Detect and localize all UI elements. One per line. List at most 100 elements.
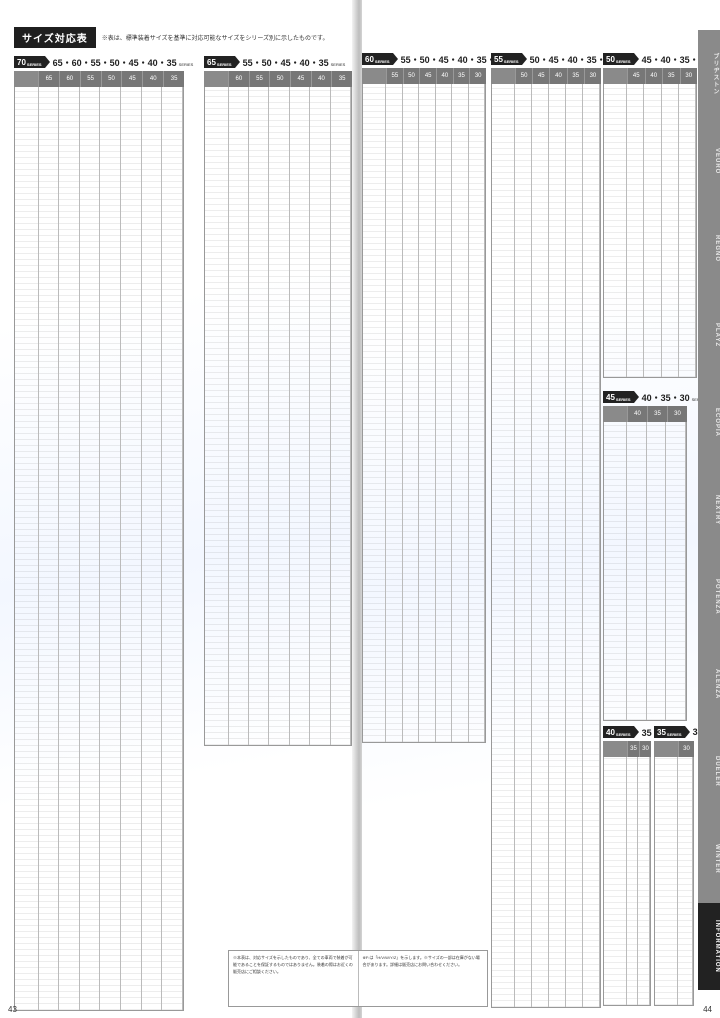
- column-header-cell: 55: [386, 68, 403, 84]
- column-header: 40 35 30: [603, 406, 687, 422]
- side-tab[interactable]: WINTER: [714, 844, 720, 874]
- series-70-table: 70 SERIES 65・60・55・50・45・40・35 SERIES 65 60 55…: [14, 55, 193, 1011]
- side-tab[interactable]: ブリヂストン: [712, 52, 718, 95]
- column-header-size: [14, 71, 38, 87]
- side-tab[interactable]: POTENZA: [714, 579, 720, 616]
- arrow-icon: [521, 53, 527, 65]
- column-header-size: [603, 741, 627, 757]
- column-header-cell: 35: [627, 741, 639, 757]
- arrow-icon: [633, 726, 639, 738]
- column-header-cell: 35: [331, 71, 352, 87]
- column-header-cell: 35: [163, 71, 184, 87]
- column-header-cell: 50: [402, 68, 420, 84]
- page-header: サイズ対応表 ※表は、標準装着サイズを基準に対応可能なサイズをシリーズ別に示した…: [14, 27, 328, 48]
- series-badge: 70 SERIES: [14, 56, 45, 68]
- side-tab[interactable]: ALENZA: [714, 669, 720, 700]
- column-header-size: [603, 406, 627, 422]
- column-header-cell: 65: [38, 71, 59, 87]
- size-rows: [14, 87, 184, 1011]
- column-header: 50 45 40 35 30: [491, 68, 601, 84]
- column-header: 30: [654, 741, 694, 757]
- right-page: 60SERIES55・50・45・40・35・30SERIES555045403…: [362, 0, 720, 1018]
- column-header-cell: 30: [667, 406, 687, 422]
- column-header-cell: 60: [228, 71, 249, 87]
- column-header-size: [603, 68, 627, 84]
- side-index-tabs: ブリヂストン VEURO REGNO PLAYZ ECOPIA NEXTRY POTENZA…: [698, 30, 720, 990]
- column-header: 35 30: [603, 741, 651, 757]
- side-tab[interactable]: VEURO: [714, 147, 720, 175]
- note-1: ※本表は、対応サイズを示したものであり、全ての車両で装着が可能であることを保証す…: [233, 955, 353, 974]
- column-header-cell: 35: [566, 68, 584, 84]
- column-header-cell: 40: [627, 406, 647, 422]
- column-header-cell: 35: [452, 68, 470, 84]
- series-badge: 60 SERIES: [362, 53, 393, 65]
- column-header-size: [654, 741, 678, 757]
- series-badge: 55 SERIES: [491, 53, 522, 65]
- page-number-right: 44: [703, 1005, 712, 1014]
- size-rows: [603, 422, 687, 721]
- column-header-cell: 40: [142, 71, 163, 87]
- column-header-cell: 35: [647, 406, 667, 422]
- column-header-cell: 45: [290, 71, 311, 87]
- side-tab[interactable]: DUELER: [714, 756, 720, 788]
- column-header-size: [491, 68, 515, 84]
- column-header-cell: 60: [58, 71, 80, 87]
- arrow-icon: [633, 391, 639, 403]
- column-header-cell: 50: [515, 68, 532, 84]
- column-header-cell: 30: [469, 68, 486, 84]
- arrow-icon: [633, 53, 639, 65]
- size-rows: [491, 84, 601, 1008]
- series-header: 65 SERIES 55・50・45・40・35 SERIES: [204, 55, 352, 69]
- series-badge: 45 SERIES: [603, 391, 634, 403]
- column-header-cell: 40: [644, 68, 663, 84]
- arrow-icon: [44, 56, 50, 68]
- left-page: サイズ対応表 ※表は、標準装着サイズを基準に対応可能なサイズをシリーズ別に示した…: [0, 0, 356, 1018]
- series-badge: 65 SERIES: [204, 56, 235, 68]
- series-35-table: 35SERIES30SERIES 30: [654, 725, 719, 1006]
- column-header-cell: 55: [79, 71, 101, 87]
- column-header-cell: 30: [583, 68, 601, 84]
- series-60-table: 60SERIES55・50・45・40・35・30SERIES555045403…: [362, 52, 522, 743]
- arrow-icon: [392, 53, 398, 65]
- side-tab[interactable]: INFORMATION: [698, 902, 720, 990]
- series-header: 70 SERIES 65・60・55・50・45・40・35 SERIES: [14, 55, 193, 69]
- size-rows: [204, 87, 352, 746]
- column-header-cell: 30: [678, 741, 694, 757]
- size-rows: [654, 757, 694, 1006]
- column-header: 65 60 55 50 45 40 35: [14, 71, 184, 87]
- header-tag: サイズ対応表: [14, 27, 96, 48]
- size-rows: [603, 84, 697, 378]
- series-title: 55・50・45・40・35 SERIES: [242, 57, 346, 68]
- column-header-size: [204, 71, 228, 87]
- arrow-icon: [234, 56, 240, 68]
- size-rows: [603, 757, 651, 1006]
- side-tab[interactable]: ECOPIA: [714, 408, 720, 438]
- column-header-cell: 50: [269, 71, 290, 87]
- column-header-cell: 45: [121, 71, 142, 87]
- notes-box: ※本表は、対応サイズを示したものであり、全ての車両で装着が可能であることを保証す…: [228, 950, 488, 1007]
- series-badge: 40 SERIES: [603, 726, 634, 738]
- series-65-table: 65 SERIES 55・50・45・40・35 SERIES 60 55 50 45 40 35: [204, 55, 352, 746]
- series-title: 40・35・30SERIES: [641, 392, 707, 403]
- note-2: ※F:は「H/V/W/Y/Z」を示します。※サイズの一部は在庫がない場合がありま…: [357, 951, 488, 1006]
- column-header-cell: 40: [436, 68, 453, 84]
- side-tab[interactable]: NEXTRY: [714, 494, 720, 526]
- side-tab[interactable]: PLAYZ: [714, 323, 720, 348]
- column-header-cell: 35: [662, 68, 680, 84]
- column-header-size: [362, 68, 386, 84]
- column-header-cell: 45: [627, 68, 645, 84]
- series-badge: 35 SERIES: [654, 726, 685, 738]
- arrow-icon: [684, 726, 690, 738]
- column-header-cell: 55: [248, 71, 270, 87]
- column-header-cell: 40: [549, 68, 566, 84]
- size-rows: [362, 84, 486, 743]
- side-tab[interactable]: REGNO: [714, 234, 720, 262]
- column-header: 45 40 35 30: [603, 68, 697, 84]
